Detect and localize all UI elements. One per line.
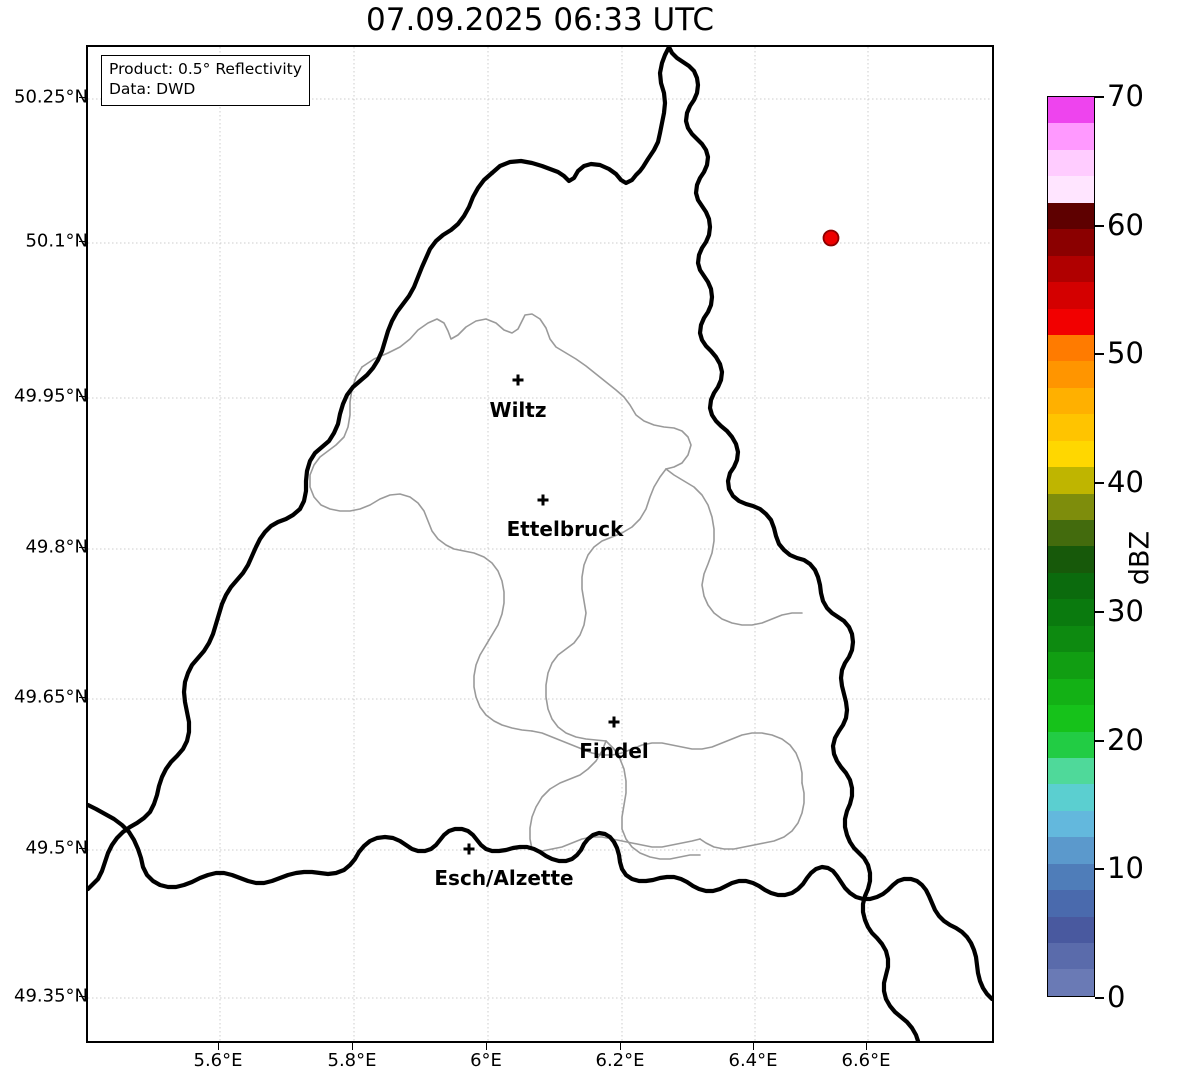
colorbar-band-20 <box>1048 440 1094 468</box>
colorbar-tick-label-0: 0 <box>1107 980 1126 1014</box>
colorbar-band-22 <box>1048 387 1094 415</box>
x-tick-mark-2 <box>486 1043 487 1050</box>
map-graphic <box>88 47 992 1041</box>
colorbar-band-32 <box>1048 123 1094 150</box>
x-tick-mark-0 <box>218 1043 219 1050</box>
colorbar-band-9 <box>1048 731 1094 758</box>
colorbar-band-6 <box>1048 810 1094 838</box>
y-tick-mark-2 <box>79 396 86 397</box>
y-tick-mark-6 <box>79 996 86 997</box>
colorbar-band-17 <box>1048 520 1094 547</box>
colorbar-band-2 <box>1048 916 1094 943</box>
colorbar-tick-label-50: 50 <box>1107 336 1144 371</box>
y-tick-label-3: 49.8°N <box>25 536 88 558</box>
x-tick-label-0: 5.6°E <box>193 1050 243 1071</box>
info-data-line: Data: DWD <box>109 79 196 98</box>
colorbar-band-24 <box>1048 334 1094 362</box>
colorbar-band-3 <box>1048 890 1094 917</box>
city-label-ettelbruck: Ettelbruck <box>506 517 624 541</box>
y-tick-label-1: 50.1°N <box>25 230 88 252</box>
colorbar-band-12 <box>1048 652 1094 679</box>
colorbar-tick-mark-0 <box>1095 997 1104 999</box>
country-border-luxembourg <box>88 47 992 1041</box>
colorbar-tick-mark-50 <box>1095 353 1104 356</box>
colorbar-tick-mark-30 <box>1095 610 1104 613</box>
radar-echo-pixel <box>822 229 840 247</box>
y-tick-mark-0 <box>79 97 86 98</box>
x-tick-mark-4 <box>753 1043 754 1050</box>
colorbar-tick-label-30: 30 <box>1107 593 1144 628</box>
colorbar-tick-mark-60 <box>1095 224 1104 227</box>
colorbar-band-1 <box>1048 943 1094 970</box>
y-tick-label-6: 49.35°N <box>14 985 88 1007</box>
y-tick-label-0: 50.25°N <box>14 86 88 108</box>
x-tick-mark-5 <box>866 1043 867 1050</box>
colorbar-tick-label-60: 60 <box>1107 207 1144 242</box>
colorbar-band-0 <box>1048 969 1094 996</box>
colorbar-tick-mark-20 <box>1095 739 1104 742</box>
colorbar-band-4 <box>1048 863 1094 891</box>
colorbar-band-26 <box>1048 282 1094 309</box>
colorbar-band-11 <box>1048 678 1094 706</box>
colorbar-tick-label-40: 40 <box>1107 465 1144 500</box>
colorbar-tick-label-70: 70 <box>1107 79 1144 113</box>
colorbar-band-25 <box>1048 308 1094 335</box>
colorbar-band-27 <box>1048 255 1094 283</box>
colorbar-band-33 <box>1048 97 1094 124</box>
colorbar-band-8 <box>1048 757 1094 785</box>
x-tick-mark-3 <box>620 1043 621 1050</box>
colorbar-tick-mark-70 <box>1095 96 1104 98</box>
colorbar-band-18 <box>1048 493 1094 520</box>
colorbar-tick-label-10: 10 <box>1107 851 1144 886</box>
internal-borders <box>309 313 805 860</box>
city-label-findel: Findel <box>579 739 649 763</box>
x-tick-label-3: 6.2°E <box>595 1050 645 1071</box>
colorbar-band-31 <box>1048 149 1094 177</box>
page-title: 07.09.2025 06:33 UTC <box>366 2 714 38</box>
product-info-box: Product: 0.5° Reflectivity Data: DWD <box>101 55 310 106</box>
colorbar-unit-label: dBZ <box>1124 530 1156 586</box>
x-tick-label-4: 6.4°E <box>728 1050 778 1071</box>
colorbar-band-29 <box>1048 202 1094 230</box>
colorbar-band-28 <box>1048 229 1094 256</box>
x-tick-mark-1 <box>352 1043 353 1050</box>
colorbar-band-15 <box>1048 572 1094 600</box>
x-tick-label-5: 6.6°E <box>841 1050 891 1071</box>
city-marker-esch-alzette <box>463 843 475 855</box>
y-tick-mark-4 <box>79 697 86 698</box>
grid-lines <box>88 47 992 1041</box>
x-tick-label-2: 6°E <box>470 1050 502 1071</box>
x-tick-label-1: 5.8°E <box>327 1050 377 1071</box>
city-marker-findel <box>608 716 620 728</box>
colorbar-band-10 <box>1048 705 1094 732</box>
info-product-line: Product: 0.5° Reflectivity <box>109 60 302 78</box>
map-plot-area[interactable]: Product: 0.5° Reflectivity Data: DWD Wil… <box>86 45 994 1043</box>
y-tick-label-4: 49.65°N <box>14 686 88 708</box>
colorbar-band-30 <box>1048 176 1094 203</box>
colorbar-tick-label-20: 20 <box>1107 722 1144 757</box>
colorbar-tick-mark-40 <box>1095 482 1104 485</box>
colorbar-band-7 <box>1048 784 1094 811</box>
colorbar-band-5 <box>1048 837 1094 864</box>
colorbar-band-21 <box>1048 414 1094 441</box>
colorbar-band-23 <box>1048 361 1094 388</box>
colorbar-band-19 <box>1048 467 1094 494</box>
city-label-esch-alzette: Esch/Alzette <box>434 866 574 890</box>
colorbar-band-16 <box>1048 546 1094 573</box>
colorbar-tick-mark-10 <box>1095 868 1104 871</box>
city-marker-wiltz <box>512 374 524 386</box>
y-tick-label-2: 49.95°N <box>14 385 88 407</box>
city-marker-ettelbruck <box>537 494 549 506</box>
colorbar-band-13 <box>1048 625 1094 653</box>
colorbar[interactable] <box>1047 96 1095 997</box>
y-tick-mark-1 <box>79 241 86 242</box>
y-tick-mark-5 <box>79 848 86 849</box>
y-tick-label-5: 49.5°N <box>25 837 88 859</box>
y-tick-mark-3 <box>79 547 86 548</box>
city-label-wiltz: Wiltz <box>489 398 547 422</box>
colorbar-band-14 <box>1048 599 1094 626</box>
